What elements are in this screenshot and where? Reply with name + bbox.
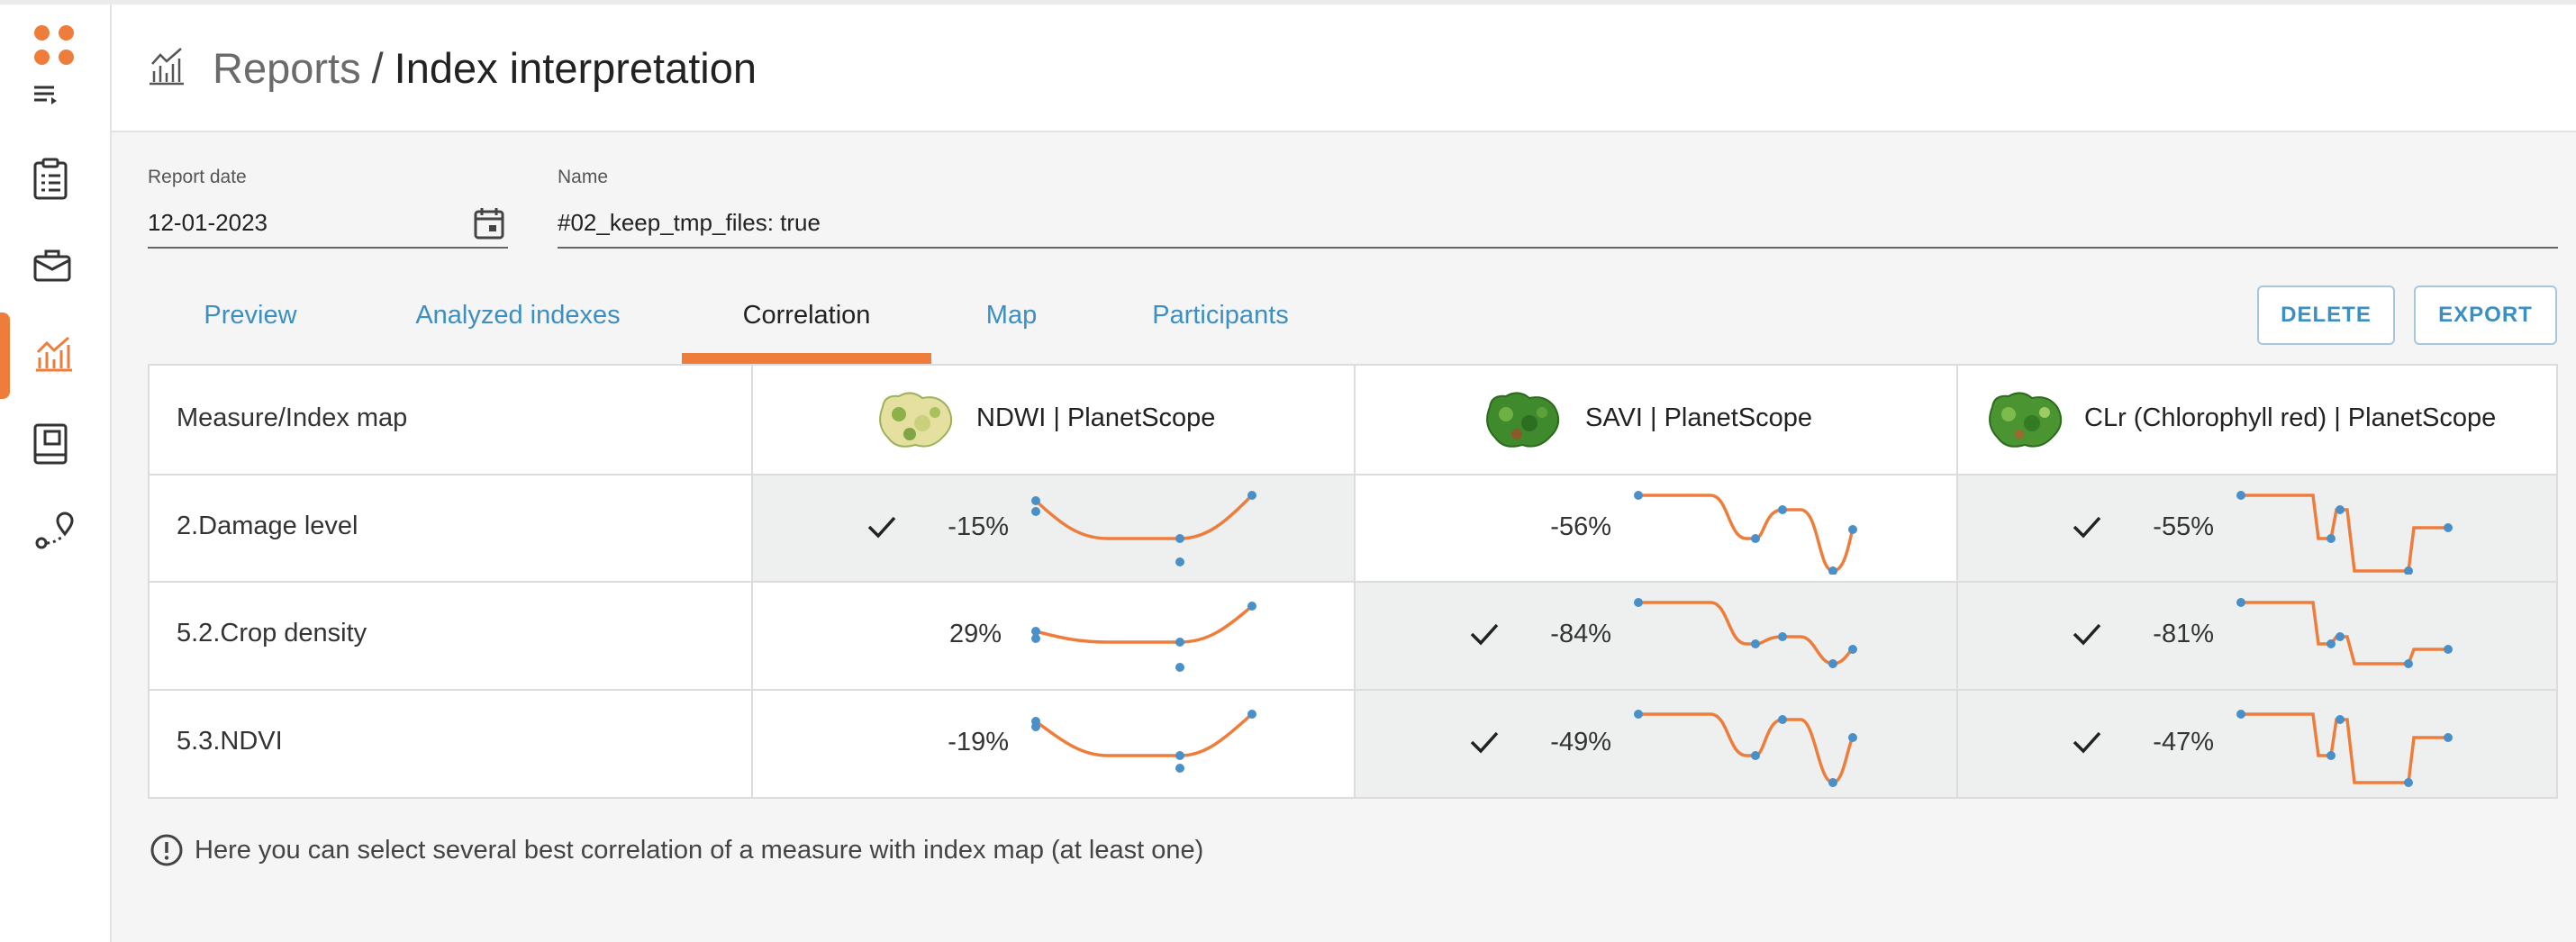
column-header-savi: SAVI | PlanetScope xyxy=(1585,403,1813,432)
correlation-value: -49% xyxy=(1550,728,1611,756)
tab-preview[interactable]: Preview xyxy=(204,301,297,330)
correlation-cell[interactable]: -19% xyxy=(753,691,1354,797)
sidebar-active-indicator xyxy=(0,312,10,399)
correlation-value: -56% xyxy=(1550,512,1611,541)
correlation-value: -19% xyxy=(948,728,1009,756)
tab-map[interactable]: Map xyxy=(985,301,1038,330)
top-border xyxy=(0,0,2576,5)
breadcrumb: Reports / Index interpretation xyxy=(213,43,757,94)
row-divider xyxy=(150,474,2556,476)
row-divider xyxy=(150,689,2556,691)
savi-thumbnail xyxy=(1486,392,1560,448)
delete-button[interactable]: DELETE xyxy=(2257,285,2395,345)
menu-icon[interactable] xyxy=(32,84,59,107)
check-icon xyxy=(2073,731,2101,754)
correlation-cell[interactable]: -47% xyxy=(1958,691,2556,797)
correlation-cell[interactable]: -49% xyxy=(1356,691,1956,797)
tab-participants[interactable]: Participants xyxy=(1152,301,1289,330)
row-label-crop-density: 5.2.Crop density xyxy=(177,619,367,648)
correlation-cell[interactable]: -55% xyxy=(1958,476,2556,581)
correlation-value: -55% xyxy=(2153,512,2214,541)
clipboard-icon xyxy=(33,158,68,200)
briefcase-icon xyxy=(33,249,71,282)
chart-icon xyxy=(150,48,184,86)
row-divider xyxy=(150,581,2556,583)
sidebar-item-routes[interactable] xyxy=(0,489,108,575)
sidebar-item-reports[interactable] xyxy=(0,312,108,399)
check-icon xyxy=(1470,731,1499,754)
sidebar xyxy=(0,5,112,942)
trend-sparkline xyxy=(1031,710,1256,773)
correlation-value: 29% xyxy=(948,620,1002,648)
trend-sparkline xyxy=(1634,710,1857,787)
four-dots-icon[interactable] xyxy=(34,25,74,65)
report-date-field[interactable]: 12-01-2023 xyxy=(148,209,268,236)
report-date-label: Report date xyxy=(148,167,247,187)
sidebar-item-projects[interactable] xyxy=(0,224,108,311)
check-icon xyxy=(2073,516,2101,539)
trend-sparkline xyxy=(1634,491,1857,575)
correlation-cell[interactable]: -84% xyxy=(1356,583,1956,689)
trend-sparkline xyxy=(1031,602,1256,672)
clr-thumbnail xyxy=(1989,392,2063,448)
breadcrumb-root[interactable]: Reports xyxy=(213,44,361,92)
correlation-value: -84% xyxy=(1550,620,1611,648)
trend-sparkline xyxy=(1634,598,1857,668)
report-date-underline xyxy=(148,247,508,249)
tab-correlation[interactable]: Correlation xyxy=(742,301,871,330)
column-header-ndwi: NDWI | PlanetScope xyxy=(976,403,1216,432)
check-icon xyxy=(1470,623,1499,646)
table-header-label: Measure/Index map xyxy=(177,403,408,432)
export-button[interactable]: EXPORT xyxy=(2414,285,2557,345)
active-tab-indicator xyxy=(682,353,931,365)
correlation-value: -47% xyxy=(2153,728,2214,756)
calendar-icon[interactable] xyxy=(473,206,505,240)
ndwi-thumbnail xyxy=(879,392,953,448)
name-field[interactable]: #02_keep_tmp_files: true xyxy=(558,209,821,236)
book-icon xyxy=(33,423,68,465)
correlation-cell[interactable]: 29% xyxy=(753,583,1354,689)
check-icon xyxy=(867,516,896,539)
cell-bg-r0-c2 xyxy=(1958,476,2556,582)
correlation-cell[interactable]: -56% xyxy=(1356,476,1956,581)
info-text: Here you can select several best correla… xyxy=(195,836,1204,865)
row-label-ndvi: 5.3.NDVI xyxy=(177,727,283,756)
page-header: Reports / Index interpretation xyxy=(112,5,2576,132)
info-note: Here you can select several best correla… xyxy=(150,833,1203,872)
chart-icon xyxy=(36,336,72,372)
tab-analyzed-indexes[interactable]: Analyzed indexes xyxy=(415,301,621,330)
page-title: Index interpretation xyxy=(394,44,757,92)
info-circle-icon xyxy=(150,834,183,866)
trend-sparkline xyxy=(1031,491,1256,566)
route-icon xyxy=(35,512,74,549)
check-icon xyxy=(2073,623,2101,646)
sidebar-item-library[interactable] xyxy=(0,401,108,487)
name-label: Name xyxy=(558,167,609,187)
name-underline xyxy=(558,247,2558,249)
correlation-cell[interactable]: -81% xyxy=(1958,583,2556,689)
sidebar-item-tasks[interactable] xyxy=(0,136,108,222)
correlation-value: -15% xyxy=(948,512,1009,541)
trend-sparkline xyxy=(2236,710,2453,787)
trend-sparkline xyxy=(2236,491,2453,575)
row-label-damage-level: 2.Damage level xyxy=(177,512,358,540)
column-header-clr: CLr (Chlorophyll red) | PlanetScope xyxy=(2084,403,2497,432)
correlation-table: Measure/Index map NDWI | PlanetScope SAV… xyxy=(148,364,2558,799)
trend-sparkline xyxy=(2236,598,2453,668)
correlation-value: -81% xyxy=(2153,620,2214,648)
breadcrumb-separator: / xyxy=(371,44,384,92)
correlation-cell[interactable]: -15% xyxy=(753,476,1354,581)
